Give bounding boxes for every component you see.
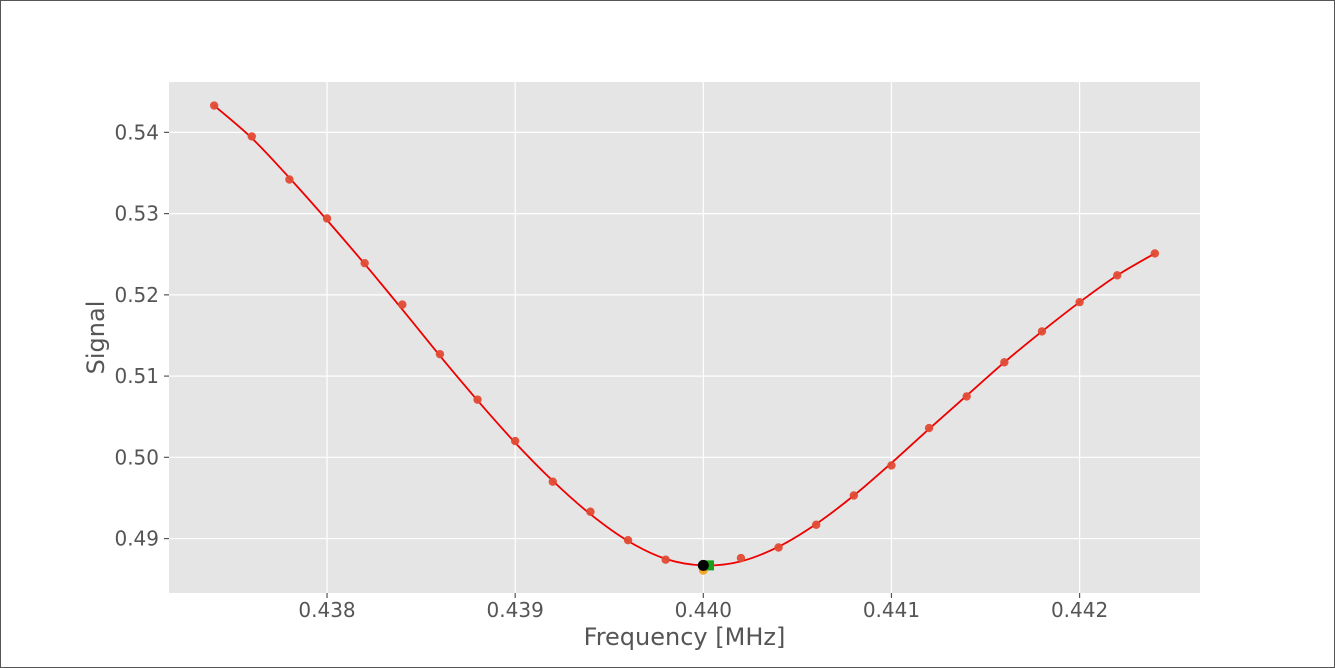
- data-point: [510, 436, 520, 446]
- x-axis-ticks: 0.438 0.439 0.440 0.441 0.442: [298, 593, 1108, 622]
- grid: [169, 82, 1200, 593]
- data-point: [360, 258, 369, 268]
- data-point: [811, 520, 821, 529]
- center-markers: [697, 559, 714, 575]
- data-point: [435, 349, 445, 359]
- data-point: [962, 392, 971, 401]
- data-point: [736, 553, 746, 563]
- data-point: [1075, 297, 1084, 307]
- y-tick-label: 0.49: [114, 527, 159, 551]
- y-tick-label: 0.52: [114, 283, 159, 307]
- data-point: [849, 491, 859, 500]
- plot-area: [169, 82, 1200, 593]
- center-marker: [697, 559, 709, 571]
- data-point: [285, 175, 294, 184]
- x-tick-label: 0.442: [1051, 598, 1108, 622]
- x-tick-label: 0.439: [487, 598, 544, 622]
- data-point: [473, 395, 482, 404]
- data-point: [247, 132, 256, 141]
- data-point: [661, 555, 670, 564]
- y-tick-label: 0.53: [114, 202, 159, 226]
- data-point: [623, 535, 633, 545]
- y-axis-ticks: 0.49 0.50 0.51 0.52 0.53 0.54: [114, 120, 169, 551]
- data-point: [1037, 327, 1047, 336]
- data-point: [1113, 271, 1122, 280]
- data-point: [398, 300, 407, 309]
- data-point: [322, 214, 332, 223]
- data-point: [209, 101, 219, 110]
- data-point: [924, 423, 934, 433]
- square-marker: [703, 560, 714, 571]
- data-point: [1000, 358, 1009, 367]
- data-point: [586, 507, 595, 516]
- y-tick-label: 0.54: [114, 120, 159, 144]
- y-tick-label: 0.50: [114, 445, 159, 469]
- x-tick-label: 0.438: [298, 598, 355, 622]
- data-point: [548, 477, 558, 486]
- data-point: [887, 461, 896, 470]
- y-tick-label: 0.51: [114, 364, 159, 388]
- y-axis-label: Signal: [82, 301, 110, 375]
- x-tick-label: 0.440: [675, 598, 732, 622]
- x-tick-label: 0.441: [863, 598, 920, 622]
- x-axis-label: Frequency [MHz]: [584, 623, 786, 651]
- data-point: [1150, 249, 1160, 258]
- data-point: [774, 543, 783, 552]
